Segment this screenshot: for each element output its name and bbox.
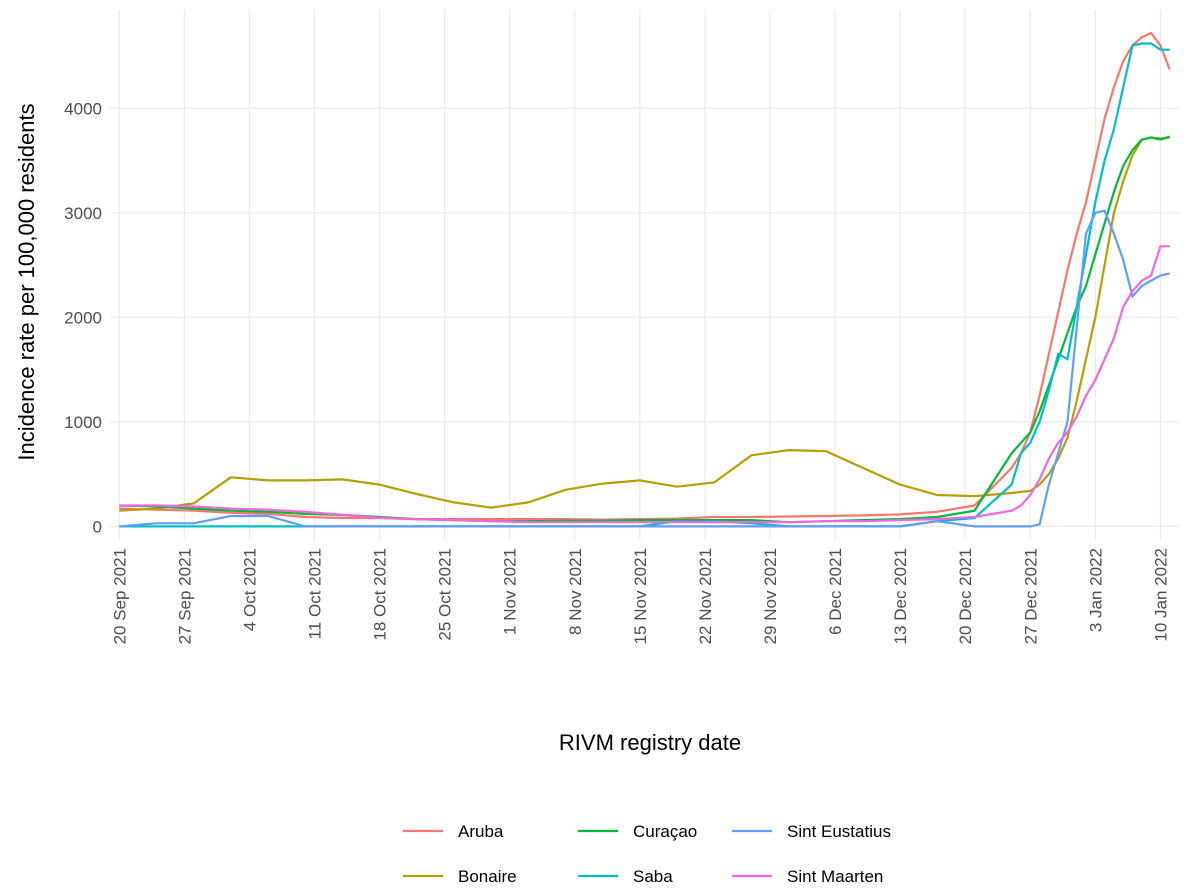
series-line [119, 209, 1170, 528]
y-tick-label: 0 [93, 517, 102, 536]
y-tick-label: 3000 [64, 204, 102, 223]
series-line [119, 135, 1171, 524]
x-tick-label: 25 Oct 2021 [436, 548, 455, 641]
x-axis-title: RIVM registry date [559, 730, 741, 755]
legend-label: Aruba [458, 822, 504, 841]
series-line [119, 136, 1170, 512]
series-line [119, 31, 1171, 521]
y-tick-label: 4000 [64, 99, 102, 118]
x-tick-label: 20 Dec 2021 [956, 548, 975, 644]
grid [110, 10, 1179, 540]
y-tick-label: 2000 [64, 308, 102, 327]
x-tick-label: 27 Dec 2021 [1021, 548, 1040, 644]
x-tick-label: 13 Dec 2021 [891, 548, 910, 644]
legend-label: Curaçao [633, 822, 697, 841]
x-tick-label: 4 Oct 2021 [240, 548, 259, 631]
x-tick-label: 10 Jan 2022 [1151, 548, 1170, 642]
x-tick-label: 3 Jan 2022 [1086, 548, 1105, 632]
legend-label: Sint Maarten [787, 867, 883, 886]
x-tick-label: 8 Nov 2021 [566, 548, 585, 635]
legend-label: Saba [633, 867, 673, 886]
x-tick-label: 15 Nov 2021 [631, 548, 650, 644]
x-tick-label: 6 Dec 2021 [826, 548, 845, 635]
legend-label: Bonaire [458, 867, 517, 886]
x-tick-label: 29 Nov 2021 [761, 548, 780, 644]
x-tick-label: 22 Nov 2021 [696, 548, 715, 644]
y-tick-label: 1000 [64, 413, 102, 432]
series-line [119, 245, 1170, 524]
legend-label: Sint Eustatius [787, 822, 891, 841]
y-axis-title: Incidence rate per 100,000 residents [14, 103, 39, 460]
x-tick-label: 11 Oct 2021 [306, 548, 325, 639]
x-tick-label: 1 Nov 2021 [501, 548, 520, 635]
x-tick-label: 27 Sep 2021 [175, 548, 194, 644]
x-tick-label: 18 Oct 2021 [371, 548, 390, 641]
x-tick-label: 20 Sep 2021 [110, 548, 129, 644]
